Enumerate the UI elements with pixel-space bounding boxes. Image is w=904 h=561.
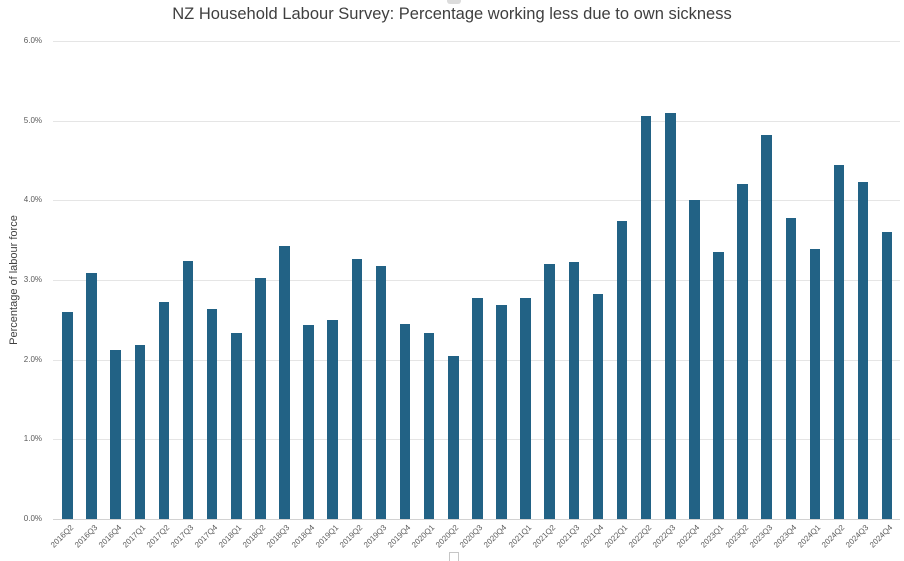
chart-title: NZ Household Labour Survey: Percentage w… — [172, 5, 732, 23]
x-tick-label: 2018Q1 — [217, 523, 244, 550]
bar-2022Q4 — [689, 200, 700, 519]
gridline — [53, 280, 900, 281]
bar-2019Q4 — [399, 323, 411, 519]
gridline — [53, 200, 900, 202]
x-tick-label: 2024Q3 — [843, 523, 871, 550]
x-tick-label: 2019Q1 — [313, 523, 341, 550]
bar-2018Q1 — [231, 332, 242, 519]
y-tick-label: 4.0% — [23, 195, 42, 205]
x-tick-label: 2023Q2 — [723, 523, 750, 550]
bar-2016Q2 — [62, 311, 73, 519]
gridline — [53, 120, 900, 122]
bar-2022Q3 — [665, 112, 676, 519]
y-tick-label: 3.0% — [23, 275, 42, 284]
bar-2016Q4 — [110, 350, 121, 519]
y-tick-label: 5.0% — [23, 115, 42, 125]
bar-2019Q1 — [327, 319, 338, 519]
x-tick-label: 2019Q4 — [385, 523, 413, 550]
bar-2021Q2 — [544, 264, 555, 519]
y-tick-label: 0.0% — [23, 514, 42, 523]
x-tick-label: 2018Q3 — [265, 523, 292, 550]
bar-2017Q4 — [206, 309, 218, 519]
y-tick-label: 6.0% — [23, 36, 42, 45]
bar-2023Q2 — [737, 184, 748, 519]
x-tick-label: 2017Q3 — [168, 523, 196, 550]
bar-2024Q1 — [809, 248, 821, 519]
x-tick-label: 2016Q2 — [48, 523, 75, 550]
bar-2020Q1 — [423, 332, 435, 519]
bar-2019Q2 — [351, 259, 363, 519]
x-tick-label: 2017Q2 — [144, 523, 172, 550]
x-tick-label: 2022Q2 — [626, 523, 654, 550]
bar-2021Q3 — [568, 261, 580, 519]
bar-2017Q2 — [158, 302, 170, 519]
x-tick-label: 2020Q3 — [458, 523, 485, 550]
bar-2021Q4 — [592, 293, 604, 519]
x-tick-label: 2020Q1 — [410, 523, 437, 550]
x-tick-label: 2022Q1 — [602, 523, 630, 550]
x-tick-label: 2024Q1 — [795, 523, 823, 550]
y-tick-label: 1.0% — [23, 434, 42, 444]
x-tick-label: 2022Q3 — [651, 523, 678, 550]
x-tick-label: 2017Q4 — [193, 523, 220, 550]
bar-2017Q3 — [182, 260, 194, 519]
bar-2024Q4 — [881, 232, 893, 519]
x-tick-label: 2019Q3 — [361, 523, 389, 550]
x-tick-label: 2024Q4 — [868, 523, 895, 550]
bar-2024Q3 — [857, 182, 869, 519]
bar-2017Q1 — [134, 345, 146, 519]
x-tick-label: 2019Q2 — [337, 523, 365, 550]
x-tick-label: 2020Q4 — [482, 523, 509, 550]
bar-2018Q2 — [255, 278, 266, 519]
x-tick-label: 2021Q4 — [578, 523, 606, 550]
gridline — [53, 41, 900, 42]
bar-2022Q1 — [616, 221, 628, 519]
x-tick-label: 2023Q4 — [771, 523, 799, 550]
x-tick-label: 2018Q2 — [241, 523, 268, 550]
bar-2021Q1 — [520, 298, 531, 519]
clipped-ui-fragment-top — [447, 0, 461, 4]
bar-2016Q3 — [86, 272, 97, 519]
bar-2023Q1 — [713, 252, 724, 519]
bar-2023Q4 — [785, 217, 797, 519]
x-tick-label: 2023Q1 — [699, 523, 726, 550]
x-tick-label: 2016Q4 — [96, 523, 124, 550]
bar-2018Q4 — [303, 325, 314, 519]
x-tick-label: 2020Q2 — [434, 523, 461, 550]
bar-2022Q2 — [640, 115, 652, 519]
bar-2019Q3 — [375, 266, 387, 519]
bar-2023Q3 — [761, 135, 772, 519]
x-tick-label: 2021Q1 — [506, 523, 533, 550]
x-tick-label: 2017Q1 — [120, 523, 148, 550]
bar-2020Q2 — [448, 356, 459, 519]
bar-2018Q3 — [279, 245, 290, 519]
bar-2020Q3 — [472, 298, 483, 519]
x-tick-label: 2024Q2 — [819, 523, 847, 550]
x-axis-line — [53, 519, 900, 520]
x-tick-label: 2016Q3 — [72, 523, 99, 550]
x-tick-label: 2022Q4 — [675, 523, 702, 550]
x-tick-label: 2023Q3 — [747, 523, 775, 550]
x-tick-label: 2018Q4 — [289, 523, 316, 550]
bar-2024Q2 — [833, 165, 845, 519]
x-tick-label: 2021Q3 — [554, 523, 582, 550]
bar-2020Q4 — [496, 305, 507, 519]
y-tick-label: 2.0% — [23, 354, 42, 364]
x-tick-label: 2021Q2 — [530, 523, 558, 550]
clipped-legend-marker — [449, 552, 459, 561]
